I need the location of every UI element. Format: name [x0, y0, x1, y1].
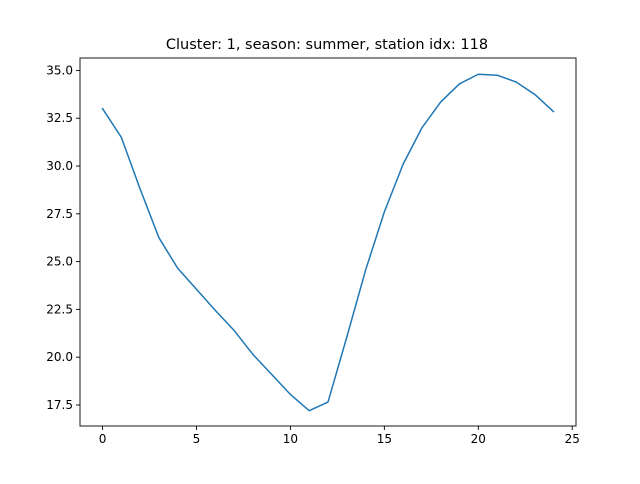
y-tick-label: 35.0	[46, 63, 73, 77]
chart-title: Cluster: 1, season: summer, station idx:…	[166, 37, 488, 53]
plot-area: 0 5 10 15 20 25 17.5 20.0 22.5 25.0 27.5 30.0 32.5 35…	[46, 57, 580, 446]
series-line-0	[101, 73, 555, 412]
axes-frame	[79, 57, 577, 427]
x-tick-label: 20	[471, 432, 486, 446]
y-tick-label: 30.0	[46, 159, 73, 173]
y-tick-label: 20.0	[46, 350, 73, 364]
y-tick-label: 17.5	[46, 398, 73, 412]
x-tick-label: 0	[99, 432, 107, 446]
y-tick-label: 25.0	[46, 255, 73, 269]
y-tick-label: 27.5	[46, 207, 73, 221]
x-tick-label: 10	[283, 432, 298, 446]
y-tick-label: 22.5	[46, 302, 73, 316]
x-tick-label: 5	[193, 432, 201, 446]
x-tick-label: 25	[565, 432, 580, 446]
x-tick-label: 15	[377, 432, 392, 446]
y-tick-label: 32.5	[46, 111, 73, 125]
